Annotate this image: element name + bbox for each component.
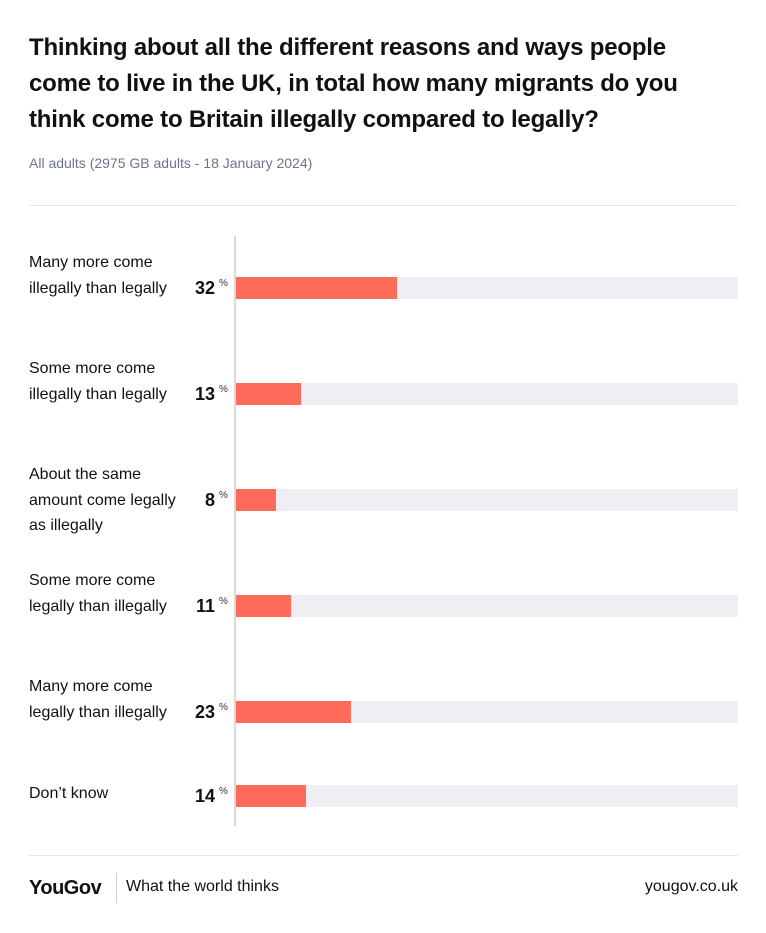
footer-url-link[interactable]: yougov.co.uk: [644, 878, 738, 895]
value-label: 23: [194, 702, 215, 722]
value-label: 8: [204, 490, 215, 510]
percent-sign: %: [219, 490, 228, 501]
bar-row: Some more come legally than illegally 11…: [0, 566, 766, 646]
value-label: 13: [194, 384, 215, 404]
header-divider: [29, 205, 738, 206]
percent-sign: %: [219, 596, 228, 607]
bar-row: Many more come legally than illegally 23…: [0, 672, 766, 752]
percent-sign: %: [219, 702, 228, 713]
percent-sign: %: [219, 786, 228, 797]
chart-axis-line: [234, 236, 236, 826]
bar: [236, 383, 302, 405]
value-label: 11: [195, 596, 215, 616]
chart-title: Thinking about all the different reasons…: [29, 34, 678, 133]
footer-separator: [116, 873, 117, 903]
bar-track: [236, 277, 738, 299]
bar-row: Many more come illegally than legally 32…: [0, 248, 766, 328]
bar-row: Some more come illegally than legally 13…: [0, 354, 766, 434]
bar-row: Don’t know 14 %: [0, 778, 766, 858]
percent-sign: %: [219, 384, 228, 395]
bar: [236, 701, 352, 723]
bar-track: [236, 701, 738, 723]
chart-subtitle: All adults (2975 GB adults - 18 January …: [29, 155, 313, 171]
category-label: Don’t know: [29, 785, 109, 802]
percent-sign: %: [219, 278, 228, 289]
value-label: 32: [194, 278, 215, 298]
bar: [236, 489, 277, 511]
bar-row: About the same amount come legally as il…: [0, 460, 766, 540]
bar-track: [236, 383, 738, 405]
bar: [236, 785, 307, 807]
bar: [236, 595, 292, 617]
category-label: Many more come legally than illegally: [29, 678, 167, 721]
bar-track: [236, 785, 738, 807]
category-label: Many more come illegally than legally: [29, 254, 167, 297]
value-label: 14: [194, 786, 215, 806]
bar: [236, 277, 397, 299]
yougov-logo: YouGov: [29, 877, 102, 899]
bar-track: [236, 489, 738, 511]
category-label: Some more come legally than illegally: [29, 572, 167, 615]
category-label: About the same amount come legally as il…: [29, 466, 176, 534]
footer-tagline: What the world thinks: [126, 878, 279, 895]
category-label: Some more come illegally than legally: [29, 360, 167, 403]
footer-divider: [29, 855, 738, 856]
bar-track: [236, 595, 738, 617]
